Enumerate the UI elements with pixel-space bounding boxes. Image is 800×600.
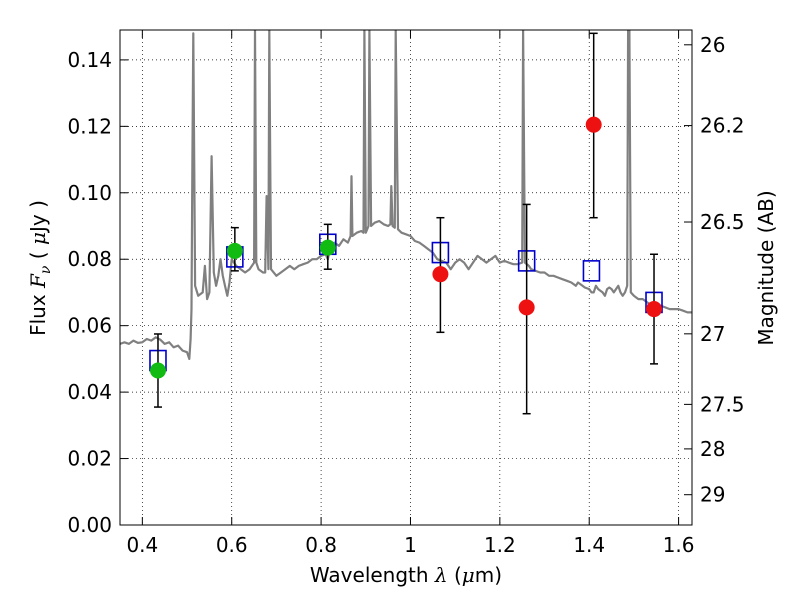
y2-tick-label: 27.5 — [700, 392, 745, 416]
x-tick-label: 1.2 — [484, 533, 516, 557]
photometry-point — [585, 116, 602, 133]
y-label-suffix: Jy ) — [26, 200, 50, 234]
model-flux-square — [582, 260, 601, 282]
x-tick-label: 0.6 — [216, 533, 248, 557]
y-tick-label: 0.08 — [67, 247, 112, 271]
y-tick-label: 0.02 — [67, 447, 112, 471]
x-tick-label: 0.8 — [305, 533, 337, 557]
y2-tick-label: 26.2 — [700, 114, 745, 138]
spectrum-line — [120, 30, 692, 360]
photometry-point — [149, 362, 166, 379]
photometry-point — [432, 266, 449, 283]
x-tick-label: 1 — [404, 533, 417, 557]
x-tick-label: 1.6 — [663, 533, 695, 557]
y-tick-label: 0.12 — [67, 114, 112, 138]
x-tick-label: 0.4 — [126, 533, 158, 557]
y-label-prefix: Flux — [26, 288, 50, 336]
tick-labels: 0.4 0.6 0.8 1 1.2 1.4 1.6 0.00 0.02 0.04 0.06 0.08 0… — [67, 33, 744, 557]
x-axis-label: Wavelength λ (μm) — [310, 563, 502, 587]
x-label-open: ( — [448, 563, 462, 587]
y-tick-label: 0.04 — [67, 380, 112, 404]
y-label-symbol: F — [26, 273, 50, 289]
y-label-open: ( — [26, 245, 50, 266]
y2-axis-label: Magnitude (AB) — [754, 190, 778, 345]
y2-tick-label: 28 — [700, 437, 725, 461]
x-tick-label: 1.4 — [573, 533, 605, 557]
y-label-mu: μ — [26, 232, 50, 245]
y-tick-label: 0.06 — [67, 314, 112, 338]
plot-frame — [119, 29, 693, 526]
photometry-point — [646, 301, 663, 318]
plot-area — [120, 30, 692, 415]
ticks — [120, 30, 692, 526]
y-tick-label: 0.10 — [67, 181, 112, 205]
y2-tick-label: 26.5 — [700, 210, 745, 234]
x-label-prefix: Wavelength — [310, 563, 435, 587]
x-label-mu: μ — [462, 563, 475, 587]
y2-tick-label: 29 — [700, 483, 725, 507]
y-tick-label: 0.14 — [67, 48, 112, 72]
x-label-lambda: λ — [434, 563, 448, 587]
x-label-suffix: m) — [475, 563, 502, 587]
y2-tick-label: 26 — [700, 33, 725, 57]
y-tick-label: 0.00 — [67, 513, 112, 537]
y2-tick-label: 27 — [700, 322, 725, 346]
photometry-point — [518, 299, 535, 316]
y-label-sub: ν — [38, 265, 54, 274]
y-axis-label: Flux Fν ( μJy ) — [26, 200, 54, 336]
photometry-point — [319, 239, 336, 256]
photometry-point — [226, 242, 243, 259]
